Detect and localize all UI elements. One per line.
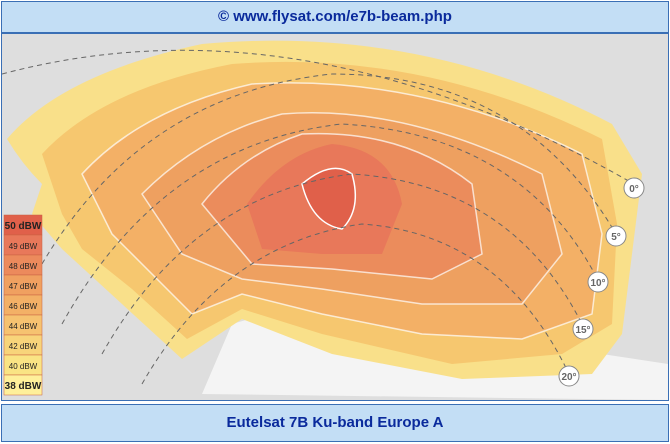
elevation-marker bbox=[605, 225, 627, 247]
elevation-label: 20° bbox=[561, 372, 576, 383]
elevation-label: 0° bbox=[629, 184, 639, 195]
elevation-label: 15° bbox=[575, 325, 590, 336]
legend-label: 48 dBW bbox=[9, 262, 38, 271]
elevation-label: 5° bbox=[611, 232, 621, 243]
elevation-arcs bbox=[1, 49, 635, 385]
elevation-marker bbox=[558, 365, 580, 387]
footer-title: Eutelsat 7B Ku-band Europe A bbox=[1, 404, 669, 442]
contours bbox=[81, 82, 603, 340]
beam-50 bbox=[301, 167, 357, 230]
legend-label: 46 dBW bbox=[9, 302, 38, 311]
legend-label: 49 dBW bbox=[9, 242, 38, 251]
elevation-label: 10° bbox=[590, 278, 605, 289]
legend-label: 42 dBW bbox=[9, 342, 38, 351]
legend-swatch bbox=[3, 374, 43, 396]
legend-label: 40 dBW bbox=[9, 362, 38, 371]
legend-label: 44 dBW bbox=[9, 322, 38, 331]
elevation-marker bbox=[587, 271, 609, 293]
legend-label: 38 dBW bbox=[5, 381, 42, 392]
elevation-markers: 0° 5° 10° 15° 20° bbox=[558, 177, 645, 387]
header-title: © www.flysat.com/e7b-beam.php bbox=[1, 1, 669, 33]
legend: 50 dBW 49 dBW 48 dBW 47 dBW 46 dBW 44 dBW 42 d… bbox=[3, 214, 43, 396]
elevation-marker bbox=[572, 318, 594, 340]
legend-label: 47 dBW bbox=[9, 282, 38, 291]
elevation-marker bbox=[623, 177, 645, 199]
legend-label: 50 dBW bbox=[5, 221, 42, 232]
beam-map: 0° 5° 10° 15° 20° 50 dBW 49 dBW 48 dBW 47 dBW 46… bbox=[1, 33, 669, 401]
map-svg: 0° 5° 10° 15° 20° 50 dBW 49 dBW 48 dBW 47 dBW 46… bbox=[1, 34, 668, 400]
